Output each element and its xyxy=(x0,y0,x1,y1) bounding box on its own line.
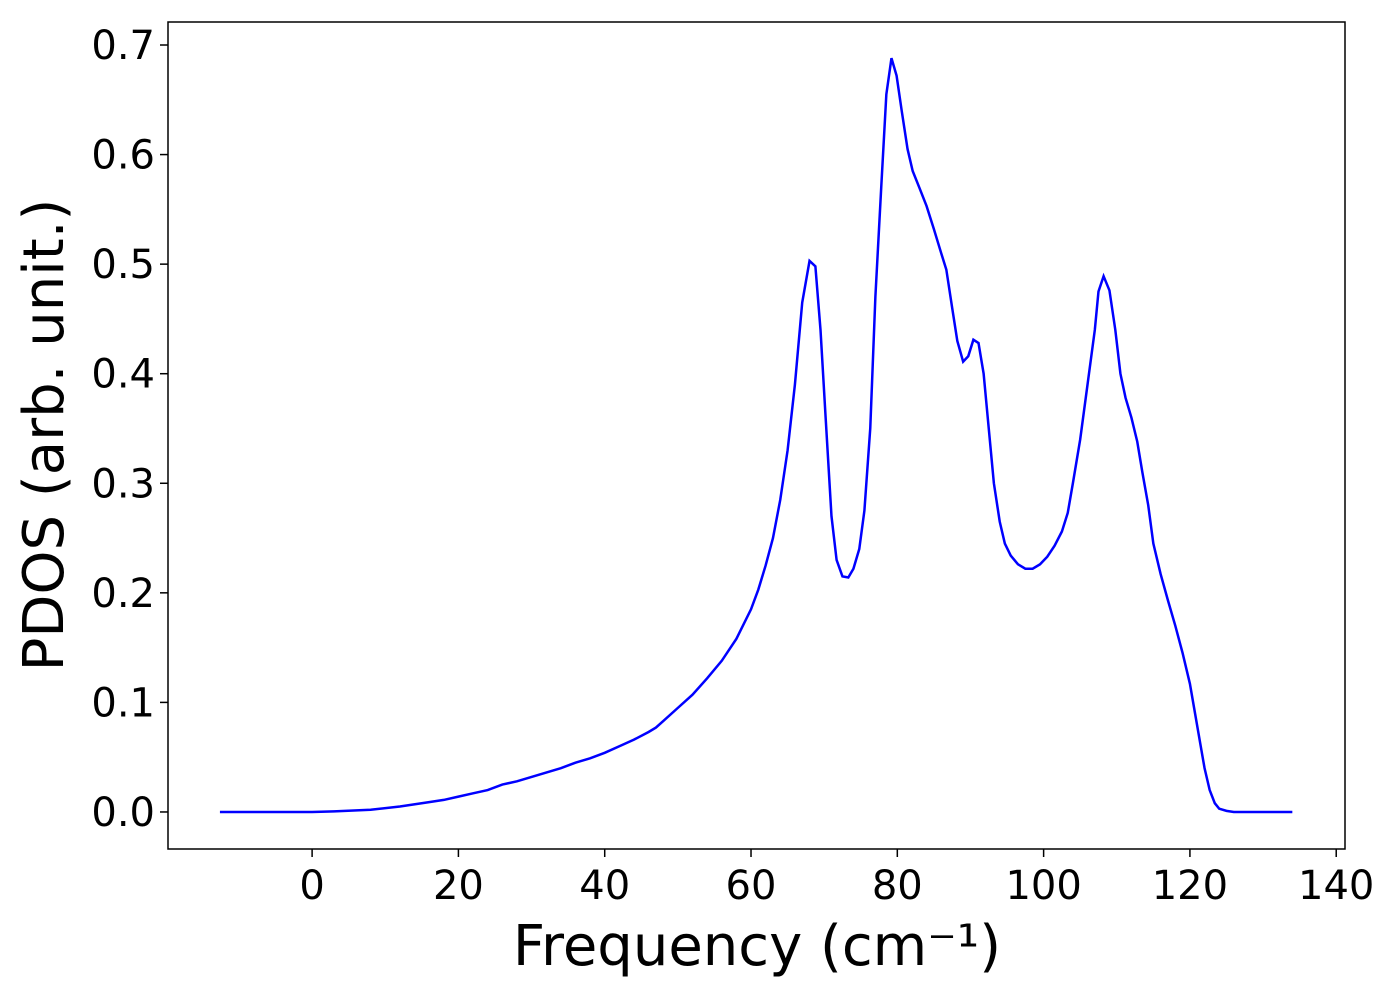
x-tick-label: 0 xyxy=(299,863,324,909)
x-tick-label: 40 xyxy=(579,863,630,909)
plot-frame xyxy=(167,21,1346,850)
x-axis-label: Frequency (cm⁻¹) xyxy=(513,914,1001,979)
x-tick-label: 140 xyxy=(1298,863,1374,909)
y-axis-label: PDOS (arb. unit.) xyxy=(12,199,77,672)
line xyxy=(219,57,1293,814)
x-tick-label: 80 xyxy=(872,863,923,909)
y-tick-label: 0.2 xyxy=(91,571,155,617)
y-tick-label: 0.7 xyxy=(91,23,155,69)
x-tick-label: 120 xyxy=(1152,863,1228,909)
x-tick-label: 60 xyxy=(726,863,777,909)
x-tick-label: 20 xyxy=(433,863,484,909)
y-tick-label: 0.3 xyxy=(91,461,155,507)
y-tick-label: 0.4 xyxy=(91,352,155,398)
y-tick-label: 0.5 xyxy=(91,242,155,288)
y-tick-label: 0.0 xyxy=(91,790,155,836)
x-tick-label: 100 xyxy=(1005,863,1081,909)
y-tick-label: 0.1 xyxy=(91,680,155,726)
y-tick-label: 0.6 xyxy=(91,133,155,179)
